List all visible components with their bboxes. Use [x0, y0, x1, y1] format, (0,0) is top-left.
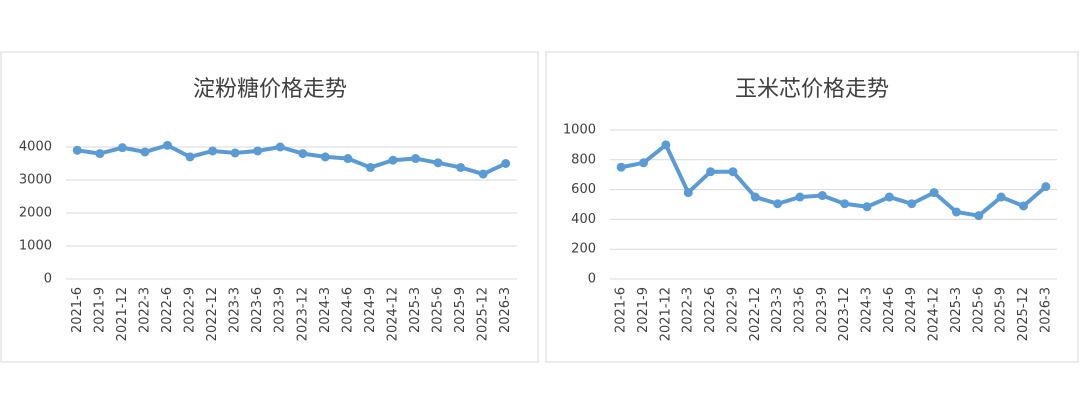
marker	[275, 142, 285, 152]
x-tick-label: 2021-9	[636, 287, 651, 333]
x-tick-label: 2024-6	[882, 287, 897, 333]
x-tick-label: 2025-9	[994, 287, 1009, 333]
x-tick-label: 2021-6	[614, 287, 629, 333]
x-tick-label: 2023-3	[228, 287, 243, 333]
marker	[840, 199, 850, 209]
marker	[162, 140, 172, 150]
marker	[750, 192, 760, 202]
x-tick-label: 2026-3	[1038, 287, 1053, 333]
y-tick-label: 400	[571, 212, 596, 227]
x-tick-label: 2025-12	[476, 287, 491, 341]
x-tick-label: 2024-3	[860, 287, 875, 333]
x-tick-label: 2022-12	[205, 287, 220, 341]
x-tick-label: 2023-12	[295, 287, 310, 341]
marker	[706, 167, 716, 177]
marker	[728, 167, 738, 177]
x-tick-label: 2025-6	[971, 287, 986, 333]
panel-left	[0, 51, 539, 363]
y-tick-label: 0	[588, 272, 596, 287]
marker	[388, 155, 398, 165]
x-tick-label: 2022-9	[183, 287, 198, 333]
marker	[343, 154, 353, 164]
x-tick-label: 2022-6	[160, 287, 175, 333]
x-tick-label: 2022-3	[681, 287, 696, 333]
y-tick-label: 4000	[19, 140, 52, 155]
x-tick-label: 2025-3	[408, 287, 423, 333]
chart-title: 玉米芯价格走势	[735, 77, 889, 102]
x-tick-label: 2024-9	[363, 287, 378, 333]
marker	[253, 146, 263, 156]
marker	[929, 188, 939, 198]
x-tick-label: 2024-12	[385, 287, 400, 341]
x-tick-label: 2023-3	[770, 287, 785, 333]
marker	[773, 199, 783, 209]
x-tick-label: 2024-9	[904, 287, 919, 333]
marker	[140, 147, 150, 157]
x-tick-label: 2024-3	[318, 287, 333, 333]
x-tick-label: 2022-12	[748, 287, 763, 341]
x-tick-label: 2025-9	[453, 287, 468, 333]
marker	[208, 146, 218, 156]
x-tick-label: 2022-3	[137, 287, 152, 333]
y-tick-label: 1000	[563, 123, 596, 138]
marker	[884, 192, 894, 202]
x-tick-label: 2023-6	[792, 287, 807, 333]
marker	[862, 202, 872, 212]
y-tick-label: 3000	[19, 173, 52, 188]
marker	[478, 169, 488, 179]
x-tick-label: 2022-9	[725, 287, 740, 333]
marker	[817, 191, 827, 201]
marker	[433, 158, 443, 168]
x-tick-label: 2021-6	[70, 287, 85, 333]
marker	[456, 162, 466, 172]
x-tick-label: 2025-3	[949, 287, 964, 333]
marker	[411, 154, 421, 164]
x-tick-label: 2025-6	[431, 287, 446, 333]
marker	[974, 211, 984, 221]
marker	[683, 188, 693, 198]
marker	[907, 199, 917, 209]
x-tick-label: 2024-12	[927, 287, 942, 341]
x-tick-label: 2023-12	[837, 287, 852, 341]
marker	[72, 145, 82, 155]
chart-title: 淀粉糖价格走势	[193, 77, 347, 102]
y-tick-label: 2000	[19, 206, 52, 221]
x-tick-label: 2021-9	[92, 287, 107, 333]
x-tick-label: 2021-12	[658, 287, 673, 341]
marker	[996, 192, 1006, 202]
x-tick-label: 2024-6	[340, 287, 355, 333]
x-tick-label: 2021-12	[115, 287, 130, 341]
x-tick-label: 2023-9	[273, 287, 288, 333]
marker	[1018, 201, 1028, 211]
x-tick-label: 2025-12	[1016, 287, 1031, 341]
marker	[95, 149, 105, 159]
marker	[230, 148, 240, 158]
marker	[616, 162, 626, 172]
marker	[298, 149, 308, 159]
x-tick-label: 2023-9	[815, 287, 830, 333]
marker	[1041, 182, 1051, 192]
marker	[365, 162, 375, 172]
y-tick-label: 0	[44, 272, 52, 287]
x-tick-label: 2026-3	[498, 287, 513, 333]
y-tick-label: 800	[571, 152, 596, 167]
marker	[951, 207, 961, 217]
marker	[320, 152, 330, 162]
marker	[117, 143, 127, 153]
y-tick-label: 200	[571, 242, 596, 257]
marker	[661, 140, 671, 150]
marker	[795, 192, 805, 202]
y-tick-label: 600	[571, 182, 596, 197]
x-tick-label: 2023-6	[250, 287, 265, 333]
y-tick-label: 1000	[19, 239, 52, 254]
marker	[639, 158, 649, 168]
marker	[501, 159, 511, 168]
marker	[185, 152, 195, 162]
x-tick-label: 2022-6	[703, 287, 718, 333]
